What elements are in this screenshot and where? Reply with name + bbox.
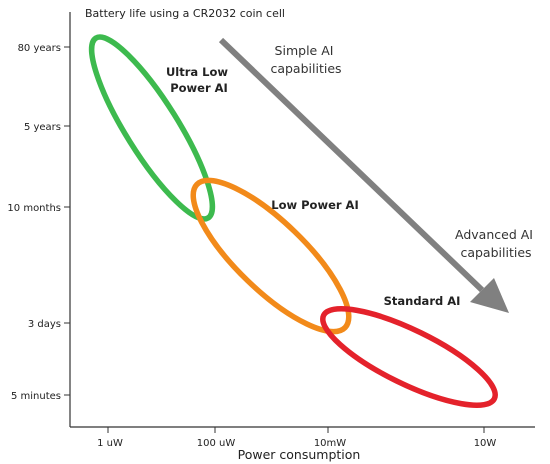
y-axis-ticks: 80 years 5 years 10 months 3 days 5 minu… (7, 43, 70, 402)
x-tick-label: 10W (474, 438, 497, 449)
standard-ai-region (320, 306, 498, 408)
low-power-ai-label: Low Power AI (271, 198, 358, 212)
ultra-low-power-ai-label-line: Ultra Low (166, 65, 228, 79)
low-power-ai-label-line: Low Power AI (271, 198, 358, 212)
x-tick-label: 1 uW (97, 438, 123, 449)
y-tick-label: 5 minutes (11, 391, 61, 402)
ultra-low-power-ai-label: Ultra Low Power AI (166, 65, 232, 95)
low-power-ai-region (190, 177, 352, 335)
ultra-low-power-ai-region (88, 34, 216, 222)
x-axis-ticks: 1 uW 100 uW 10mW 10W (97, 427, 496, 449)
simple-ai-capabilities-line: Simple AI (275, 43, 334, 58)
advanced-ai-capabilities-line: Advanced AI (455, 227, 533, 242)
diagram-title: Battery life using a CR2032 coin cell (85, 7, 285, 20)
axes (69, 12, 535, 428)
standard-ai-label: Standard AI (384, 294, 461, 308)
standard-ai-label-line: Standard AI (384, 294, 461, 308)
trend-arrow-shaft (218, 37, 485, 293)
ultra-low-power-ai-label-line: Power AI (170, 81, 228, 95)
y-tick-label: 80 years (18, 43, 61, 54)
y-tick-label: 5 years (24, 122, 61, 133)
simple-ai-capabilities-label: Simple AI capabilities (270, 43, 341, 76)
y-tick-label: 3 days (28, 319, 61, 330)
advanced-ai-capabilities-label: Advanced AI capabilities (455, 227, 537, 260)
simple-ai-capabilities-line: capabilities (270, 61, 341, 76)
y-tick-label: 10 months (7, 203, 61, 214)
trend-arrow-head (470, 278, 509, 313)
x-tick-label: 100 uW (197, 438, 236, 449)
capability-trend-arrow (218, 37, 509, 313)
x-axis-label: Power consumption (238, 447, 361, 462)
x-tick-label: 10mW (314, 438, 346, 449)
advanced-ai-capabilities-line: capabilities (460, 245, 531, 260)
